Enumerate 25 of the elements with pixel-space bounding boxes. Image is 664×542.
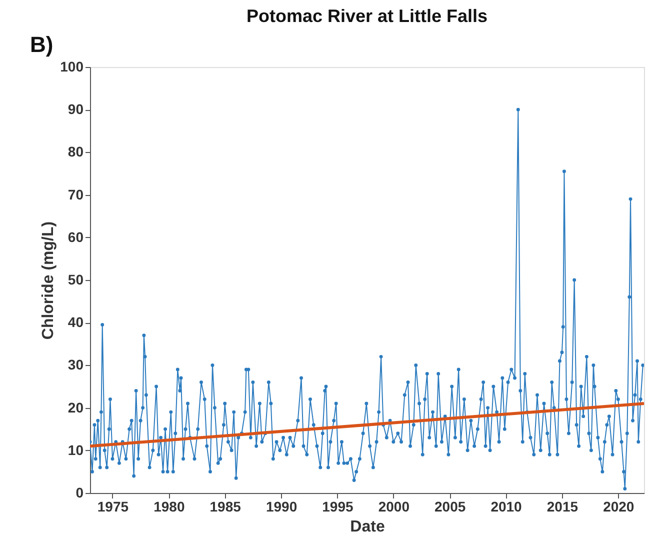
chart-title: Potomac River at Little Falls xyxy=(246,6,488,26)
x-tick-label: 2005 xyxy=(434,498,466,514)
x-tick-label: 1995 xyxy=(322,498,354,514)
y-tick-label: 30 xyxy=(68,356,84,373)
y-tick-label: 70 xyxy=(68,186,84,202)
y-tick-label: 50 xyxy=(68,272,84,288)
x-tick-label: 1975 xyxy=(97,498,129,514)
x-tick-label: 2010 xyxy=(490,498,522,514)
x-tick-label: 2015 xyxy=(546,498,578,514)
x-tick-label: 2000 xyxy=(378,498,410,514)
y-tick-label: 10 xyxy=(68,442,84,458)
y-tick-label: 60 xyxy=(68,228,84,245)
y-tick-label: 80 xyxy=(68,144,84,160)
y-tick-label: 100 xyxy=(60,58,84,74)
x-tick-label: 1985 xyxy=(210,498,242,514)
y-tick-label: 0 xyxy=(76,484,84,500)
y-tick-label: 40 xyxy=(68,314,84,330)
y-tick-label: 20 xyxy=(68,399,84,416)
y-tick-label: 90 xyxy=(68,101,84,118)
text: B) xyxy=(30,32,54,57)
x-axis-title: Date xyxy=(350,518,385,536)
x-tick-label: 1990 xyxy=(266,498,298,514)
x-tick-label: 1980 xyxy=(154,498,185,514)
y-axis-title: Chloride (mg/L) xyxy=(40,221,58,340)
x-tick-label: 2020 xyxy=(603,498,634,514)
